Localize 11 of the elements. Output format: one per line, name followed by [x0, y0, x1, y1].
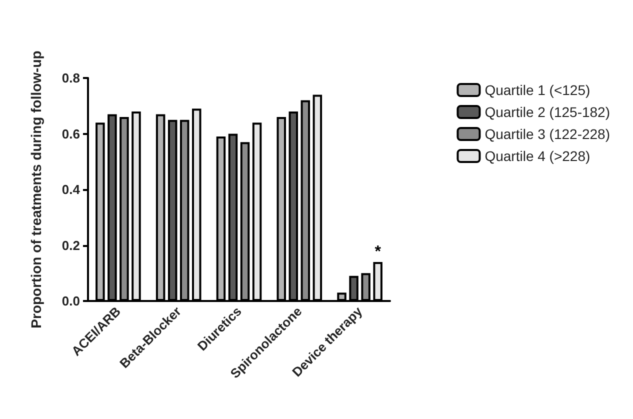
- legend-label: Quartile 4 (>228): [484, 148, 590, 164]
- y-axis-title: Proportion of treatments during follow-up: [28, 50, 44, 328]
- y-tick-label: 0.6: [62, 126, 80, 142]
- legend-label: Quartile 1 (<125): [484, 82, 590, 98]
- annotation: *: [374, 243, 382, 260]
- y-tick-label: 0.2: [62, 238, 80, 253]
- legend-label: Quartile 3 (122-228): [484, 126, 610, 142]
- y-tick-label: 0.4: [62, 182, 81, 197]
- legend-label: Quartile 2 (125-182): [484, 104, 610, 120]
- y-tick-label: 0.0: [62, 294, 80, 308]
- y-tick-label: 0.8: [62, 70, 80, 86]
